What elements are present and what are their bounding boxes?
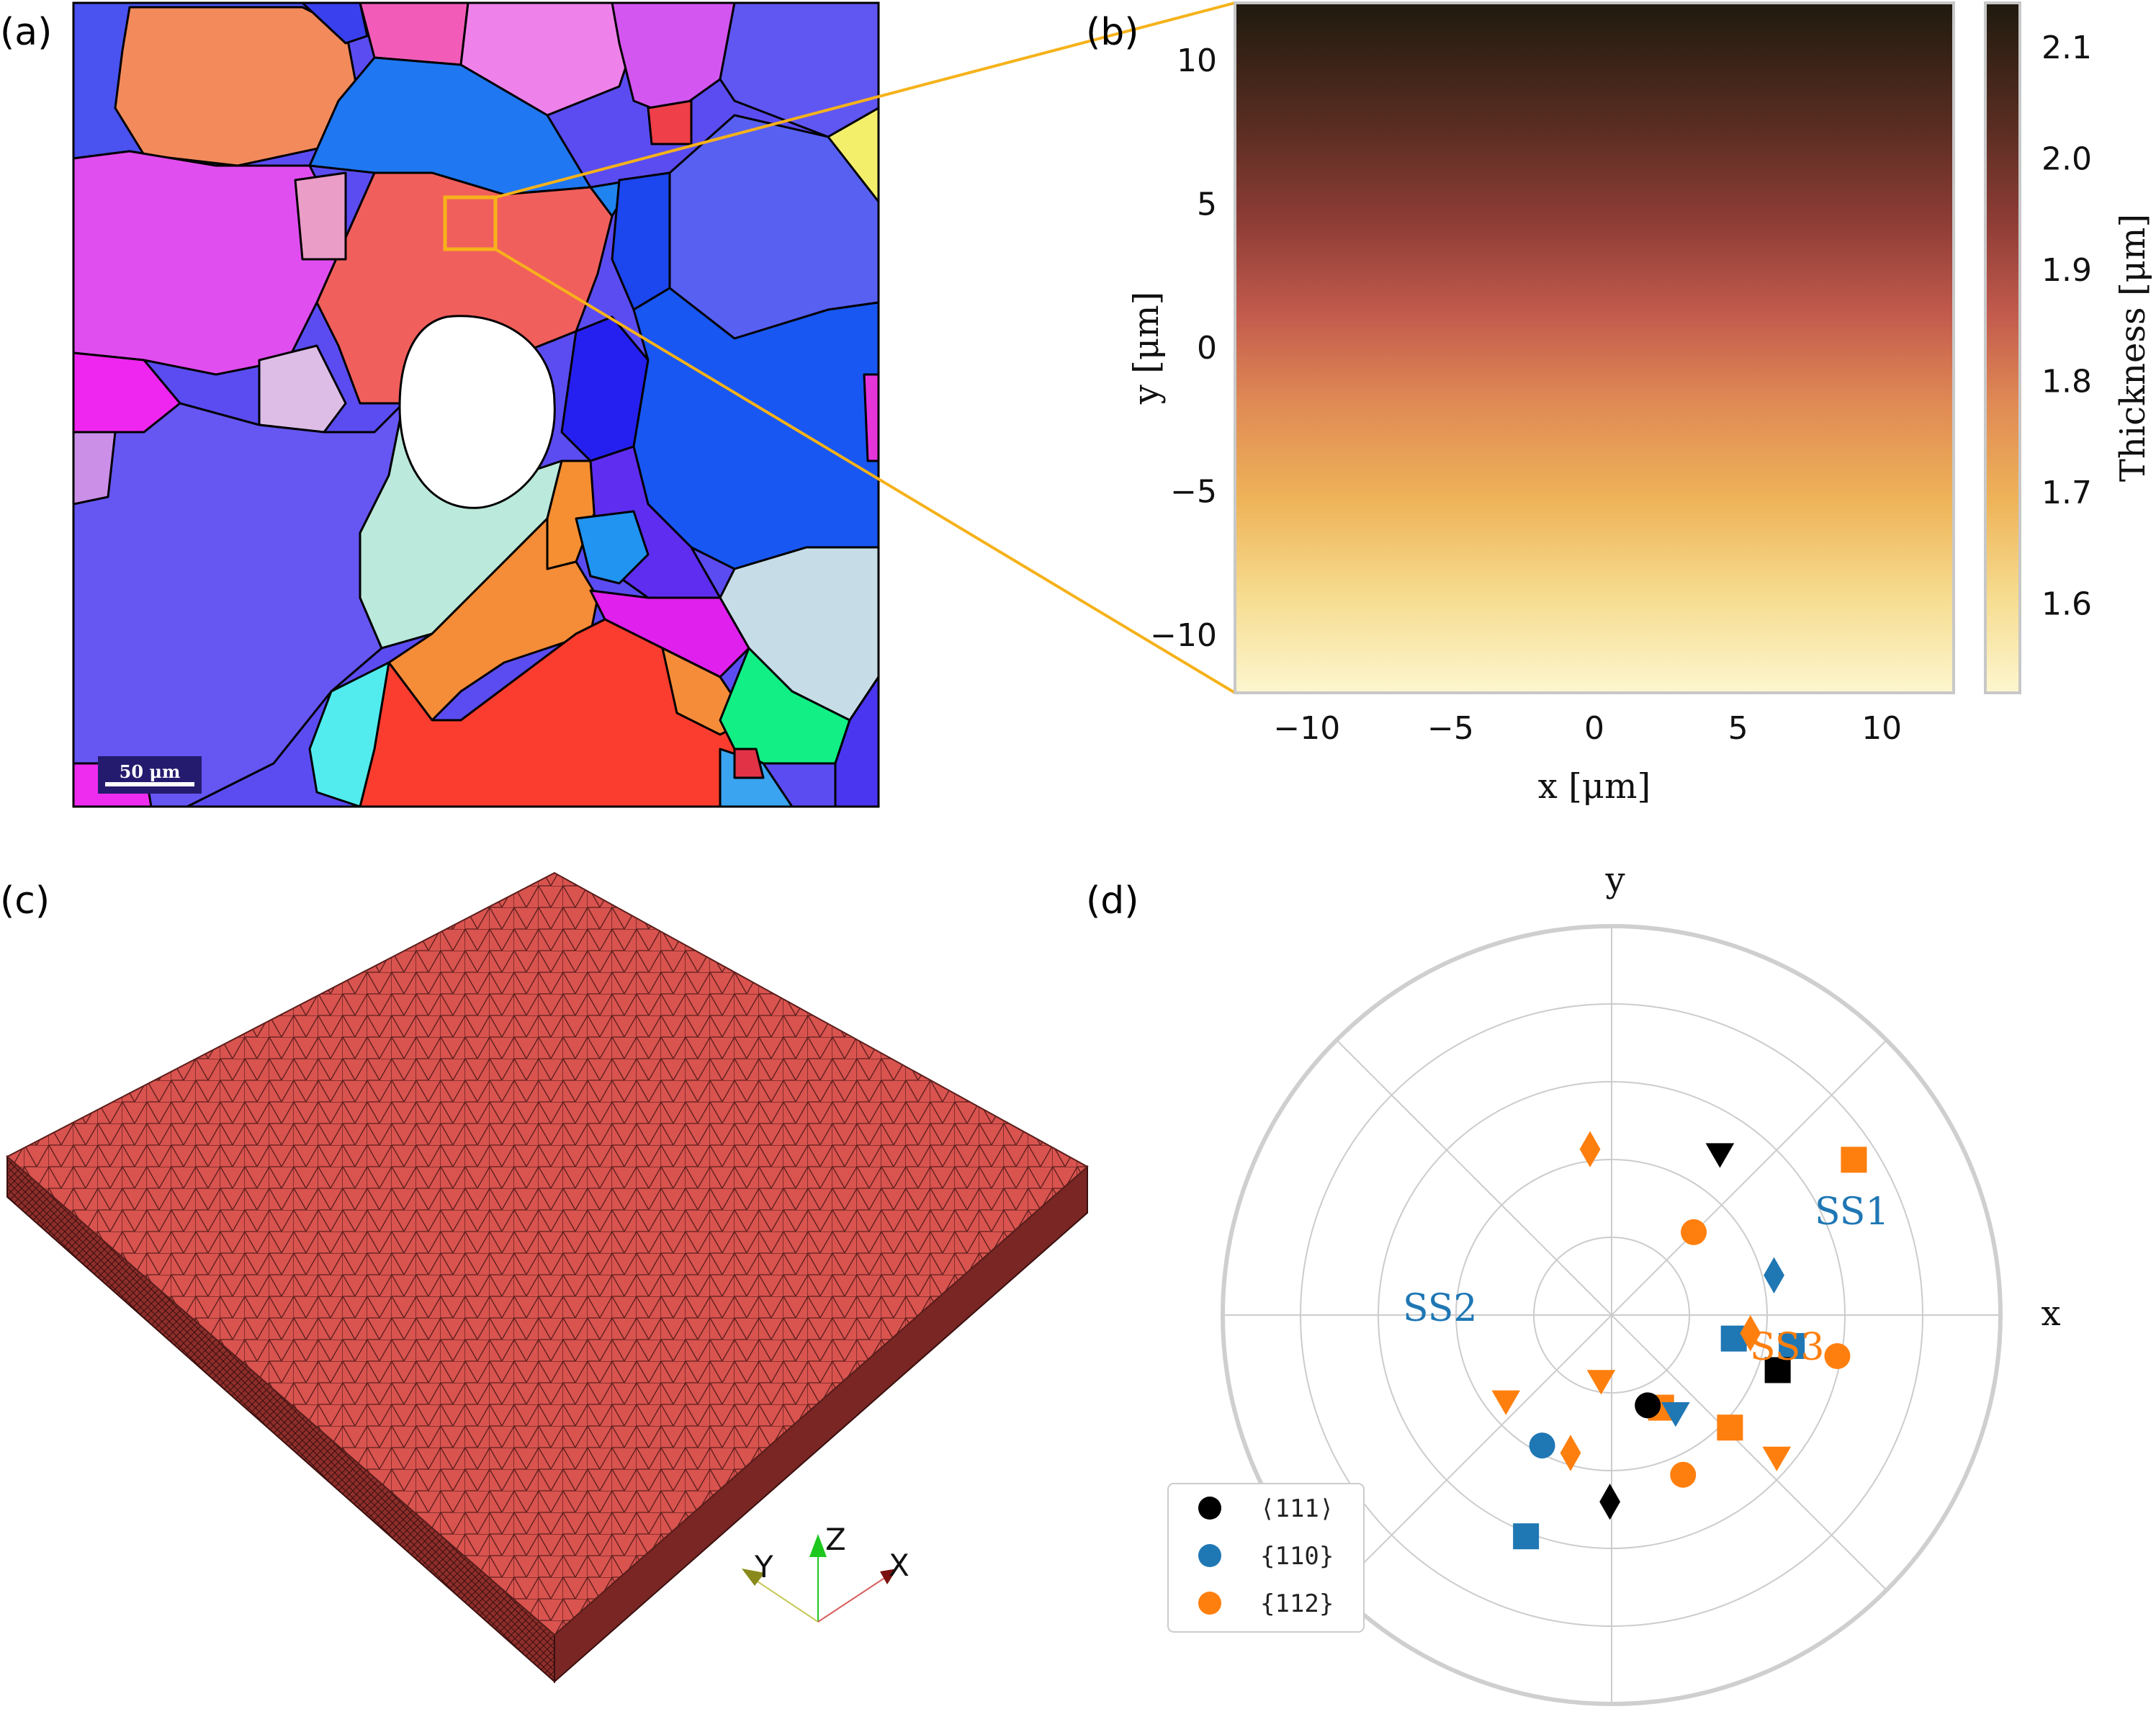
- scale-bar-label: 50 μm: [120, 761, 181, 782]
- grain-map: [73, 3, 879, 807]
- triad-x-label: X: [889, 1548, 909, 1583]
- x-arrow-icon: [880, 1569, 897, 1584]
- colorbar: [1984, 1, 2021, 694]
- pole-marker-circle: [1670, 1461, 1697, 1488]
- pole-marker-diamond: [1740, 1315, 1761, 1352]
- panel-a-label: (a): [0, 11, 52, 54]
- legend: ⟨111⟩ {110} {112}: [1167, 1483, 1365, 1633]
- mesh-top: [6, 871, 1089, 1636]
- pole-marker-square: [1717, 1414, 1743, 1441]
- legend-label-112: {112}: [1260, 1589, 1334, 1618]
- y-tick-label: 5: [1197, 186, 1217, 223]
- colorbar-tick-label: 1.7: [2042, 475, 2092, 511]
- scale-bar: 50 μm: [98, 756, 202, 794]
- x-tick-labels: −10 −5 0 5 10: [1273, 710, 1902, 747]
- panel-d: (d) y x SS1 SS2 SS3 ⟨111⟩ {110} {112}: [1086, 860, 2061, 1706]
- pole-marker-circle: [1824, 1343, 1851, 1370]
- pole-marker-square: [1764, 1357, 1791, 1383]
- pole-marker-circle: [1529, 1432, 1555, 1459]
- pole-marker-circle: [1635, 1392, 1661, 1419]
- axis-triad: Z Y X: [742, 1522, 909, 1623]
- x-axis-label: x [μm]: [1538, 766, 1651, 807]
- panel-c: (c) Z Y X: [0, 871, 1089, 1684]
- x-tick-label: 10: [1861, 710, 1902, 747]
- colorbar-tick-label: 1.8: [2042, 363, 2092, 400]
- zoom-box: [443, 195, 498, 251]
- pole-marker-triangle-down: [1491, 1390, 1521, 1415]
- y-tick-label: −10: [1150, 617, 1217, 654]
- x-tick-label: −10: [1273, 710, 1340, 747]
- colorbar-tick-label: 1.9: [2042, 252, 2092, 289]
- pole-marker-triangle-down: [1586, 1370, 1616, 1395]
- y-axis-label: y [μm]: [1126, 292, 1167, 405]
- colorbar-tick-label: 2.0: [2042, 140, 2092, 177]
- panel-a: (a): [0, 1, 880, 808]
- colorbar-label: Thickness [μm]: [2113, 214, 2153, 482]
- pole-marker-diamond: [1560, 1435, 1581, 1471]
- pole-marker-square: [1841, 1147, 1867, 1173]
- thickness-heatmap: [1234, 1, 1955, 694]
- colorbar-tick-labels: 2.1 2.0 1.9 1.8 1.7 1.6: [2042, 30, 2092, 623]
- pole-markers: [1491, 1131, 1867, 1550]
- colorbar-tick-label: 2.1: [2042, 30, 2092, 66]
- legend-label-110: {110}: [1260, 1542, 1334, 1571]
- y-tick-label: 10: [1177, 42, 1217, 79]
- legend-marker-112: [1198, 1592, 1221, 1615]
- pole-marker-square: [1513, 1523, 1540, 1550]
- annotation-ss2: SS2: [1403, 1287, 1477, 1330]
- zoom-connectors: [494, 1, 1236, 694]
- triad-y-label: Y: [754, 1549, 773, 1584]
- colorbar-tick-label: 1.6: [2042, 586, 2092, 622]
- pole-marker-triangle-down: [1661, 1402, 1690, 1427]
- pole-marker-square: [1779, 1332, 1805, 1359]
- annotation-ss3: SS3: [1750, 1326, 1824, 1369]
- x-tick-label: −5: [1427, 710, 1474, 747]
- x-tick-label: 5: [1728, 710, 1748, 747]
- pole-marker-circle: [1681, 1219, 1707, 1245]
- y-tick-label: 0: [1197, 330, 1217, 367]
- legend-label-111: ⟨111⟩: [1260, 1494, 1334, 1523]
- y-arrow-icon: [742, 1569, 765, 1586]
- y-tick-label: −5: [1170, 474, 1217, 511]
- z-arrow-icon: [809, 1534, 827, 1557]
- panel-c-label: (c): [0, 879, 50, 923]
- legend-marker-111: [1198, 1497, 1221, 1520]
- pole-marker-diamond: [1599, 1483, 1621, 1520]
- y-tick-labels: 10 5 0 −5 −10: [1150, 42, 1217, 654]
- polar-x-label: x: [2041, 1293, 2060, 1334]
- panel-d-label: (d): [1086, 879, 1139, 923]
- pole-marker-triangle-down: [1705, 1143, 1735, 1168]
- polar-y-label: y: [1604, 860, 1625, 900]
- polar-grid: [1221, 924, 2003, 1706]
- pole-marker-diamond: [1579, 1131, 1601, 1167]
- legend-marker-110: [1198, 1544, 1221, 1567]
- annotation-ss1: SS1: [1815, 1190, 1889, 1234]
- x-tick-label: 0: [1584, 710, 1604, 747]
- panel-b-label: (b): [1086, 11, 1139, 54]
- panel-b: (b) −10 −5 0 5 10 10 5 0 −5 −10 x [μm] y [μm] 2.…: [1086, 1, 2153, 807]
- pole-marker-triangle-down: [1762, 1446, 1792, 1471]
- pole-marker-diamond: [1764, 1257, 1784, 1294]
- triad-z-label: Z: [825, 1522, 846, 1557]
